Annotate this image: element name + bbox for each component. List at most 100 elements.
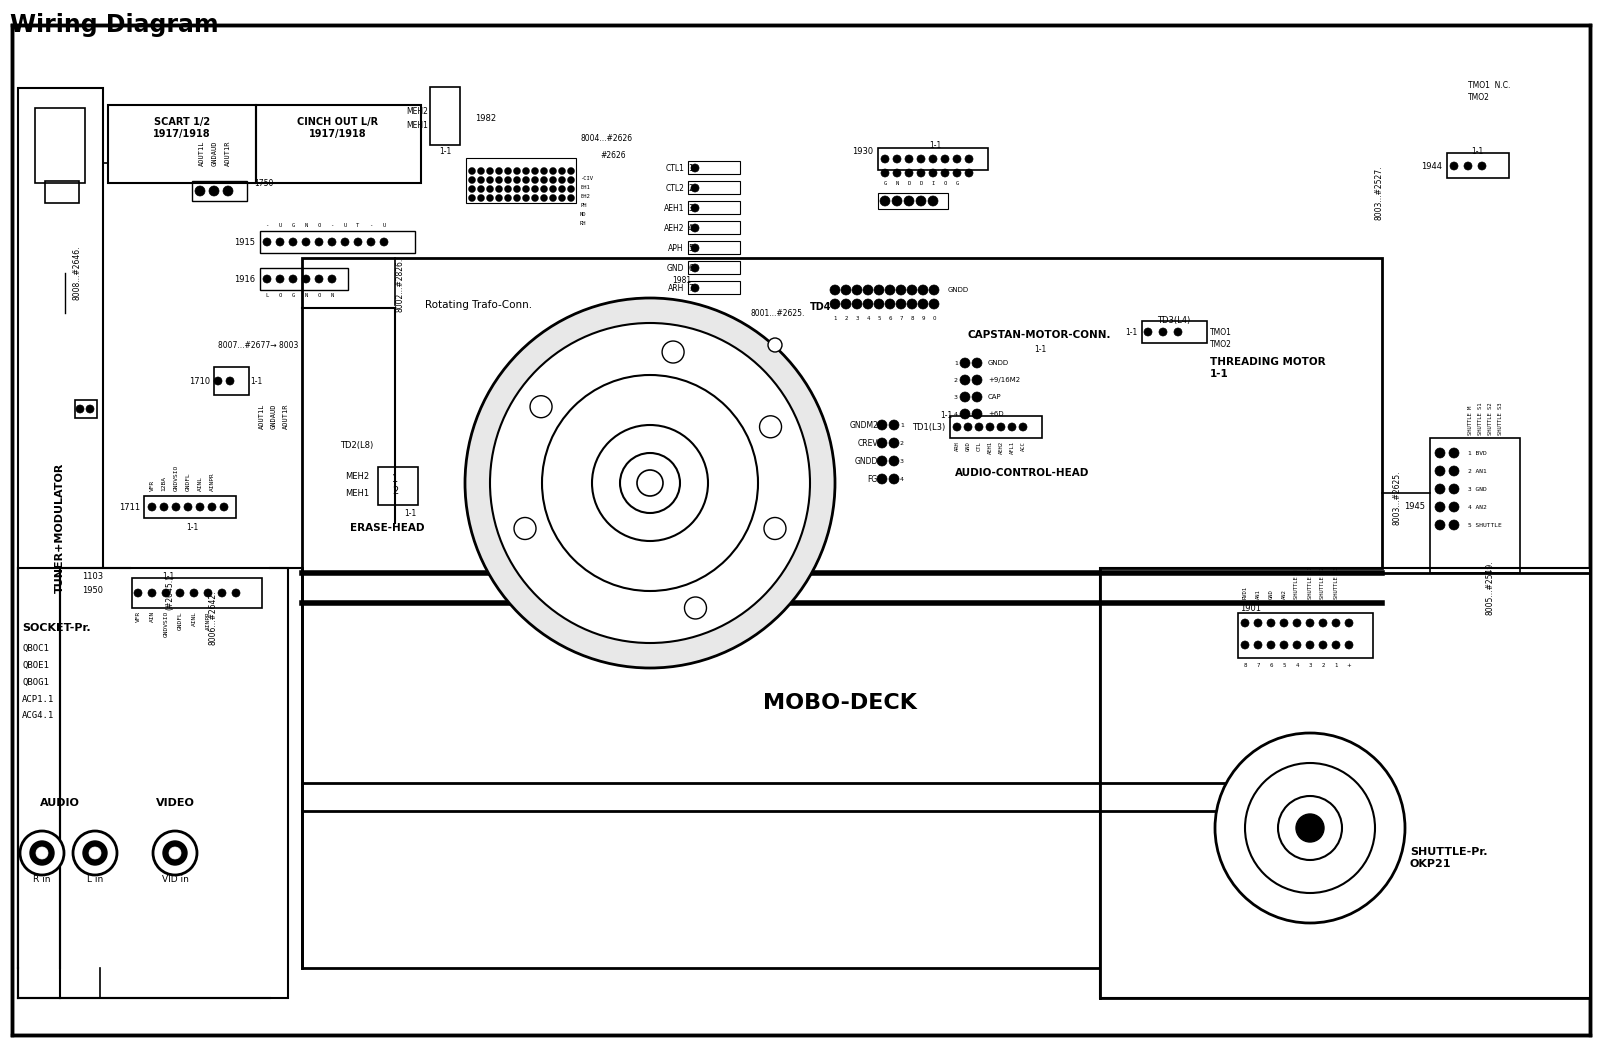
Circle shape — [315, 275, 323, 283]
Text: 3: 3 — [688, 203, 693, 213]
Circle shape — [890, 420, 899, 431]
Bar — [45, 181, 78, 203]
Circle shape — [960, 358, 970, 368]
Text: SHUTTLE M: SHUTTLE M — [1294, 570, 1299, 598]
Bar — [1430, 438, 1520, 573]
Text: 3: 3 — [856, 316, 859, 321]
Circle shape — [160, 503, 168, 511]
Circle shape — [469, 168, 475, 174]
Text: AOUT1R: AOUT1R — [283, 403, 290, 428]
Circle shape — [1346, 619, 1354, 627]
Circle shape — [960, 409, 970, 419]
Text: AEH1: AEH1 — [664, 203, 685, 213]
Text: AINL: AINL — [192, 611, 197, 626]
Text: +9/16M2: +9/16M2 — [989, 377, 1021, 383]
Text: O: O — [317, 293, 320, 298]
Text: 1: 1 — [1334, 663, 1338, 668]
Text: AFL1: AFL1 — [1010, 441, 1014, 454]
Bar — [214, 367, 250, 395]
Bar — [688, 161, 741, 174]
Circle shape — [874, 285, 883, 296]
Circle shape — [195, 186, 205, 196]
Circle shape — [558, 186, 565, 192]
Text: (#2645.): (#2645.) — [165, 576, 174, 610]
Circle shape — [1214, 733, 1405, 923]
Circle shape — [530, 395, 552, 418]
Circle shape — [973, 375, 982, 385]
Text: ACC: ACC — [1021, 441, 1026, 451]
Circle shape — [74, 831, 117, 875]
Circle shape — [763, 518, 786, 540]
Text: GNDM2: GNDM2 — [850, 421, 878, 429]
Text: 1: 1 — [899, 422, 904, 427]
Circle shape — [490, 323, 810, 643]
Circle shape — [541, 186, 547, 192]
Text: U: U — [344, 223, 347, 227]
Circle shape — [974, 423, 982, 431]
Text: N: N — [330, 293, 334, 298]
Circle shape — [523, 186, 530, 192]
Text: 1944: 1944 — [1421, 162, 1442, 170]
Text: MEH2: MEH2 — [406, 106, 429, 116]
Text: 8003...#2527.: 8003...#2527. — [1374, 166, 1384, 220]
Circle shape — [760, 416, 781, 438]
Text: 1-1: 1-1 — [930, 140, 941, 150]
Circle shape — [496, 168, 502, 174]
Circle shape — [906, 155, 914, 163]
Text: AN1: AN1 — [1256, 589, 1261, 598]
Circle shape — [960, 392, 970, 402]
Circle shape — [514, 168, 520, 174]
Circle shape — [277, 238, 285, 246]
Text: 4: 4 — [954, 411, 958, 417]
Circle shape — [469, 186, 475, 192]
Circle shape — [222, 186, 234, 196]
Circle shape — [1318, 619, 1326, 627]
Text: -: - — [370, 223, 373, 227]
Text: ND: ND — [581, 212, 587, 217]
Circle shape — [176, 589, 184, 597]
Text: 1: 1 — [834, 316, 837, 321]
Bar — [18, 88, 102, 968]
Circle shape — [1318, 641, 1326, 649]
Text: QBOC1: QBOC1 — [22, 643, 50, 653]
Circle shape — [541, 168, 547, 174]
Text: SCART 1/2
1917/1918: SCART 1/2 1917/1918 — [154, 117, 211, 139]
Circle shape — [874, 299, 883, 309]
Text: 1-1: 1-1 — [1034, 344, 1046, 354]
Text: 1-1: 1-1 — [186, 523, 198, 532]
Circle shape — [328, 238, 336, 246]
Circle shape — [918, 299, 928, 309]
Circle shape — [542, 375, 758, 591]
Circle shape — [496, 186, 502, 192]
Circle shape — [170, 847, 181, 859]
Text: O: O — [944, 181, 947, 186]
Text: 3: 3 — [899, 458, 904, 463]
Circle shape — [163, 841, 187, 865]
Text: SHUTTLE M: SHUTTLE M — [1467, 406, 1472, 435]
Text: GNDVSIO: GNDVSIO — [163, 611, 168, 637]
Text: CTL1: CTL1 — [666, 164, 685, 172]
Circle shape — [1450, 520, 1459, 530]
Circle shape — [514, 518, 536, 540]
Text: FG: FG — [867, 474, 878, 484]
Circle shape — [954, 423, 962, 431]
Text: 6: 6 — [688, 264, 693, 272]
Circle shape — [77, 405, 85, 414]
Circle shape — [549, 195, 557, 202]
Circle shape — [954, 169, 962, 178]
Text: GNDD: GNDD — [947, 287, 970, 293]
Text: L in: L in — [86, 876, 102, 884]
Text: 7: 7 — [688, 284, 693, 292]
Circle shape — [134, 589, 142, 597]
Circle shape — [973, 392, 982, 402]
Text: THREADING MOTOR
1-1: THREADING MOTOR 1-1 — [1210, 357, 1326, 378]
Circle shape — [1435, 502, 1445, 512]
Circle shape — [381, 238, 389, 246]
Circle shape — [890, 438, 899, 448]
Circle shape — [37, 847, 48, 859]
Text: U: U — [382, 223, 386, 227]
Text: CAPSTAN-MOTOR-CONN.: CAPSTAN-MOTOR-CONN. — [968, 330, 1112, 340]
Circle shape — [504, 195, 512, 202]
Circle shape — [893, 155, 901, 163]
Circle shape — [469, 176, 475, 184]
